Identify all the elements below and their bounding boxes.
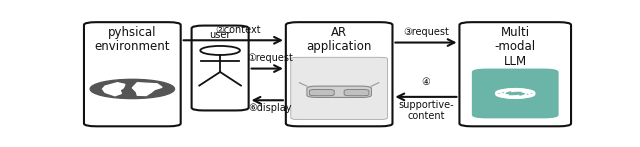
Text: Multi
-modal
LLM: Multi -modal LLM	[495, 26, 536, 68]
Polygon shape	[132, 83, 162, 96]
Circle shape	[90, 79, 175, 99]
Text: ⑥display: ⑥display	[248, 103, 291, 113]
Polygon shape	[102, 83, 125, 96]
Text: AR
application: AR application	[307, 26, 372, 53]
FancyBboxPatch shape	[191, 26, 249, 110]
FancyBboxPatch shape	[309, 90, 334, 96]
FancyBboxPatch shape	[286, 22, 392, 126]
Text: ④: ④	[422, 77, 430, 87]
FancyBboxPatch shape	[84, 22, 180, 126]
FancyBboxPatch shape	[472, 69, 559, 118]
Text: ①request: ①request	[247, 53, 292, 63]
Text: user: user	[209, 30, 231, 40]
Text: pyhsical
environment: pyhsical environment	[95, 26, 170, 53]
FancyBboxPatch shape	[307, 86, 371, 97]
Text: ②context: ②context	[216, 25, 261, 35]
FancyBboxPatch shape	[344, 90, 369, 96]
FancyBboxPatch shape	[460, 22, 571, 126]
Text: supportive-
content: supportive- content	[398, 100, 454, 121]
Text: ③request: ③request	[403, 27, 449, 37]
FancyBboxPatch shape	[291, 57, 388, 120]
